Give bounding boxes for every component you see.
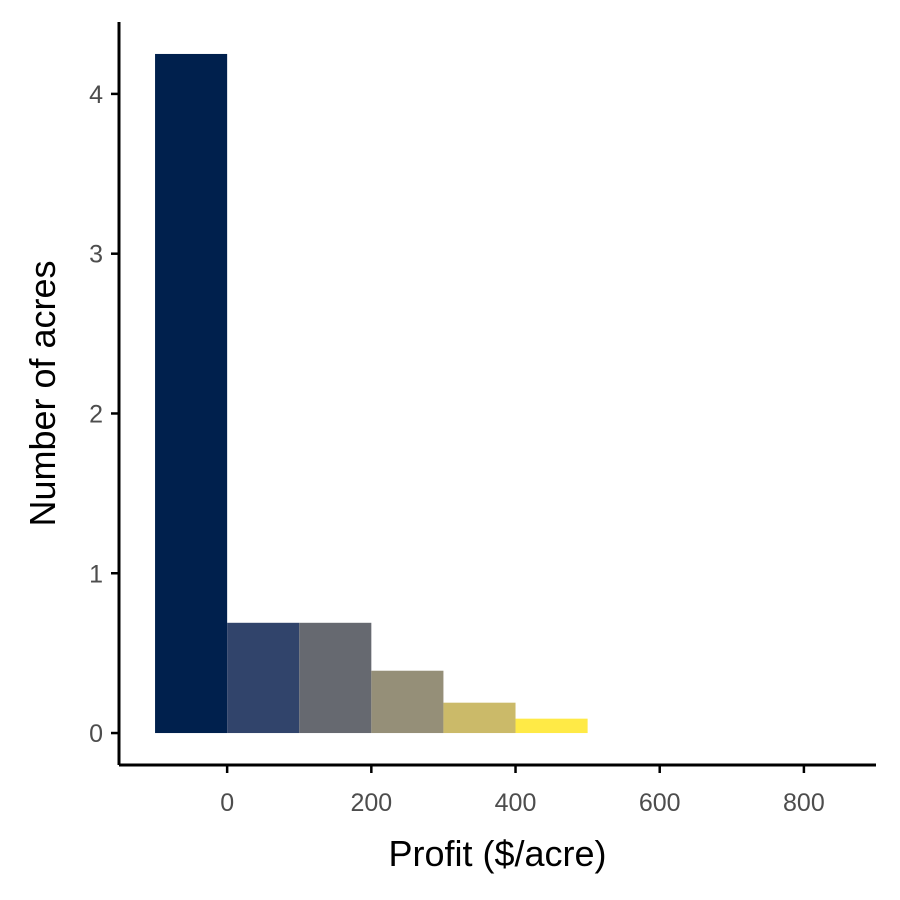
x-axis-title: Profit ($/acre) [388, 833, 606, 874]
histogram-bar [299, 622, 372, 734]
y-ticks: 0 1 2 3 4 [89, 81, 119, 748]
y-tick-label: 3 [89, 241, 103, 269]
x-ticks: 0 200 400 600 800 [220, 765, 825, 817]
y-tick-label: 4 [89, 81, 103, 109]
x-tick-label: 600 [639, 789, 681, 817]
histogram-bar [515, 718, 588, 734]
x-tick-label: 200 [350, 789, 392, 817]
histogram-bar [155, 53, 228, 734]
x-tick-label: 400 [495, 789, 537, 817]
y-tick-label: 0 [89, 720, 103, 748]
histogram-bar [443, 702, 516, 734]
bars-layer [155, 53, 588, 734]
x-tick-label: 800 [783, 789, 825, 817]
histogram-bar [371, 670, 444, 734]
histogram-bar [227, 622, 300, 734]
y-tick-label: 2 [89, 400, 103, 428]
y-tick-label: 1 [89, 560, 103, 588]
x-tick-label: 0 [220, 789, 234, 817]
y-axis-title: Number of acres [22, 260, 63, 526]
